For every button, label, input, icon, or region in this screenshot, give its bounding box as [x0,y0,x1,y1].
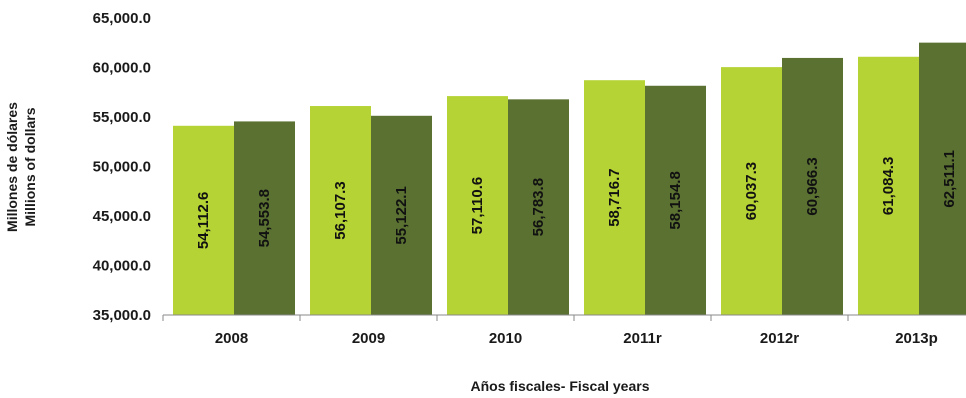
y-tick-label: 45,000.0 [93,208,151,225]
y-tick-label: 35,000.0 [93,307,151,324]
x-axis [162,314,966,321]
y-tick-label: 65,000.0 [93,10,151,27]
y-axis-ticks: 35,000.0 40,000.0 45,000.0 50,000.0 55,000.0… [93,10,151,324]
y-tick-label: 40,000.0 [93,258,151,275]
y-axis-title-english: Millions of dollars [22,107,38,226]
x-category-label: 2008 [215,330,248,347]
bar-series-1-2008 [173,125,234,315]
x-category-label: 2013p [895,330,938,347]
y-tick-label: 60,000.0 [93,60,151,77]
x-category-label: 2011r [623,330,662,347]
data-label: 54,553.8 [256,189,273,247]
data-label: 60,966.3 [804,157,821,215]
data-label: 60,037.3 [743,162,760,220]
data-label: 54,112.6 [195,192,212,250]
bar-series-2-2012r [782,57,843,316]
x-axis-title: Años fiscales- Fiscal years [471,378,650,394]
data-label: 56,107.3 [332,181,349,239]
data-label: 58,154.8 [667,171,684,229]
y-tick-label: 50,000.0 [93,159,151,176]
y-tick-label: 55,000.0 [93,109,151,126]
bar-series-1-2012r [721,67,782,315]
bar-series-1-2009 [310,106,371,316]
data-label: 57,110.6 [469,177,486,235]
data-labels: 54,112.6 56,107.3 57,110.6 58,716.7 60,037.3… [195,150,958,249]
bar-series-1-2013p [858,56,919,315]
bar-series-1-2011r [584,80,645,315]
bar-series-2-2011r [645,85,706,315]
data-label: 61,084.3 [880,157,897,215]
x-category-label: 2010 [489,330,522,347]
bar-series-2-2009 [371,115,432,316]
x-category-label: 2012r [760,330,799,347]
data-label: 62,511.1 [941,150,958,208]
bar-series-2-2010 [508,99,569,315]
bar-series-2-2008 [234,121,295,315]
bar-series-1-2010 [447,96,508,315]
y-axis-title-spanish: Millones de dólares [4,102,20,232]
bar-series-2-2013p [919,42,966,316]
x-category-label: 2009 [352,330,385,347]
x-axis-categories: 2008 2009 2010 2011r 2012r 2013p [215,330,938,347]
data-label: 56,783.8 [530,178,547,236]
data-label: 55,122.1 [393,186,410,244]
bars [173,42,966,316]
data-label: 58,716.7 [606,168,623,226]
